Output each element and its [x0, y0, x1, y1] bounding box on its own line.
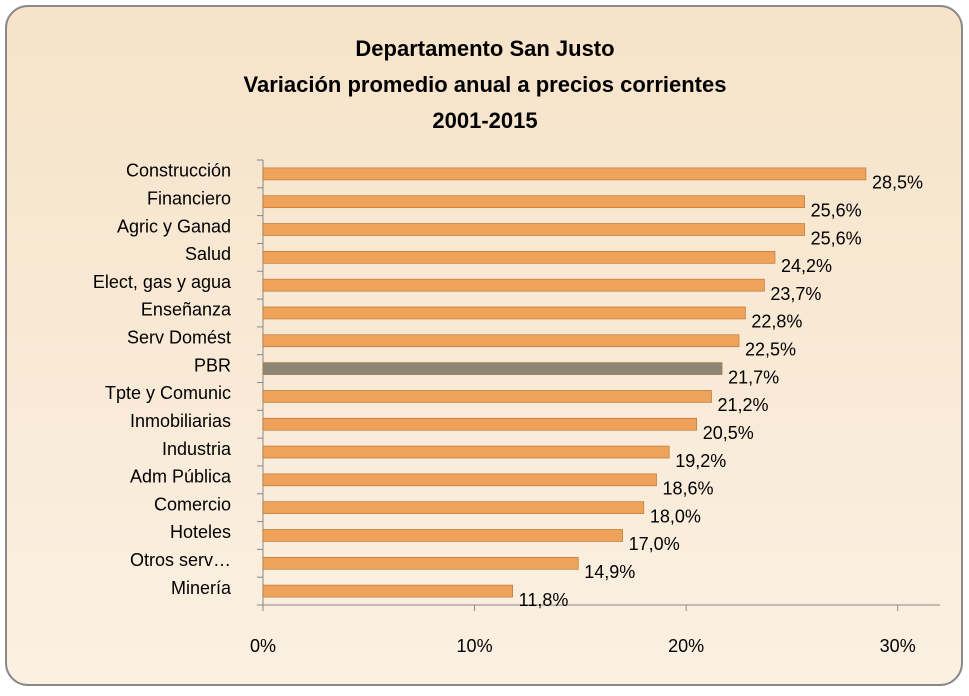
- y-tick-label: Tpte y Comunic: [105, 383, 231, 403]
- y-tick-label: Agric y Ganad: [117, 216, 231, 236]
- y-tick-label: PBR: [194, 355, 231, 375]
- value-label: 25,6%: [811, 200, 862, 220]
- value-label: 14,9%: [584, 562, 635, 582]
- bar: [262, 556, 579, 570]
- bar: [262, 306, 746, 320]
- y-tick-label: Adm Pública: [130, 467, 232, 487]
- bar: [262, 473, 657, 487]
- chart-title: Variación promedio anual a precios corri…: [244, 72, 727, 97]
- y-tick-label: Serv Domést: [127, 328, 231, 348]
- bar: [262, 362, 723, 375]
- value-label: 24,2%: [781, 256, 832, 276]
- x-tick-label: 20%: [668, 636, 704, 656]
- bar: [262, 445, 670, 459]
- bar: [262, 167, 867, 181]
- value-label: 21,2%: [718, 395, 769, 415]
- y-tick-label: Industria: [162, 439, 232, 459]
- bar: [262, 529, 623, 542]
- y-tick-label: Enseñanza: [141, 300, 232, 320]
- y-tick-label: Salud: [185, 244, 231, 264]
- y-tick-label: Minería: [171, 578, 232, 598]
- bar: [262, 334, 740, 348]
- y-tick-label: Comercio: [154, 494, 231, 514]
- y-tick-label: Financiero: [147, 188, 231, 208]
- value-label: 18,6%: [663, 479, 714, 499]
- value-label: 28,5%: [872, 173, 923, 193]
- x-tick-label: 10%: [457, 636, 493, 656]
- bar: [262, 501, 645, 514]
- value-label: 22,8%: [751, 312, 802, 332]
- y-tick-label: Hoteles: [170, 522, 231, 542]
- value-label: 17,0%: [629, 534, 680, 554]
- value-label: 21,7%: [728, 367, 779, 387]
- bar: [262, 223, 805, 236]
- bar: [262, 278, 765, 292]
- value-label: 23,7%: [770, 284, 821, 304]
- value-label: 22,5%: [745, 340, 796, 360]
- y-tick-label: Elect, gas y agua: [93, 272, 232, 292]
- bar: [262, 417, 698, 431]
- value-label: 25,6%: [811, 228, 862, 248]
- y-tick-label: Otros serv…: [130, 550, 231, 570]
- bar: [262, 584, 513, 598]
- value-label: 18,0%: [650, 506, 701, 526]
- chart-title: 2001-2015: [432, 108, 537, 133]
- y-tick-label: Construcción: [126, 161, 231, 181]
- bar: [262, 390, 712, 403]
- bar: [262, 195, 805, 209]
- x-tick-label: 0%: [250, 636, 276, 656]
- chart-title: Departamento San Justo: [355, 36, 614, 61]
- y-tick-label: Inmobiliarias: [130, 411, 231, 431]
- value-label: 20,5%: [703, 423, 754, 443]
- value-label: 19,2%: [675, 451, 726, 471]
- x-tick-label: 30%: [880, 636, 916, 656]
- value-label: 11,8%: [519, 590, 569, 610]
- bar: [262, 251, 776, 264]
